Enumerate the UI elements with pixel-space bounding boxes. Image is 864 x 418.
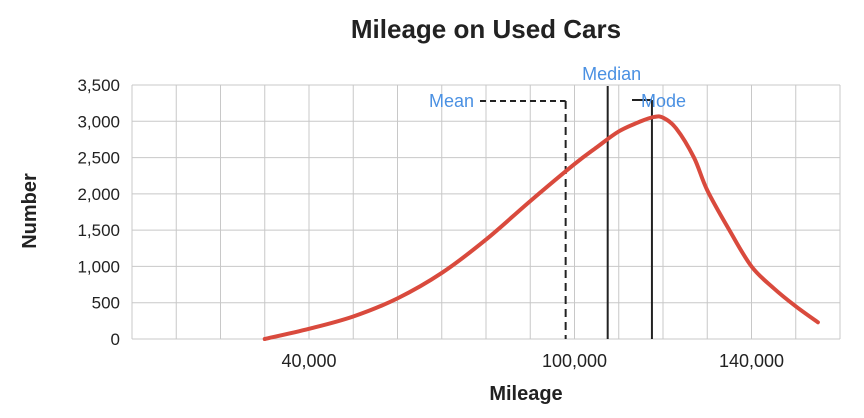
y-tick-label: 500 xyxy=(92,294,120,313)
chart-title: Mileage on Used Cars xyxy=(351,14,621,44)
x-tick-labels: 40,000 100,000 140,000 xyxy=(281,351,784,371)
mode-label: Mode xyxy=(641,91,686,111)
y-tick-label: 2,500 xyxy=(77,149,120,168)
x-tick-label: 40,000 xyxy=(281,351,336,371)
y-tick-label: 1,000 xyxy=(77,257,120,276)
y-tick-label: 3,000 xyxy=(77,112,120,131)
x-tick-label: 140,000 xyxy=(719,351,784,371)
x-axis-title: Mileage xyxy=(489,383,562,405)
y-tick-labels: 0 500 1,000 1,500 2,000 2,500 3,000 3,500 xyxy=(77,76,120,349)
mean-label: Mean xyxy=(429,91,474,111)
y-tick-label: 3,500 xyxy=(77,76,120,95)
y-tick-label: 1,500 xyxy=(77,221,120,240)
x-tick-label: 100,000 xyxy=(542,351,607,371)
y-tick-label: 2,000 xyxy=(77,185,120,204)
y-tick-label: 0 xyxy=(111,330,120,349)
median-label: Median xyxy=(582,64,641,84)
y-axis-title: Number xyxy=(19,173,41,249)
grid xyxy=(131,84,841,340)
series-line xyxy=(262,114,820,341)
series xyxy=(262,114,820,341)
